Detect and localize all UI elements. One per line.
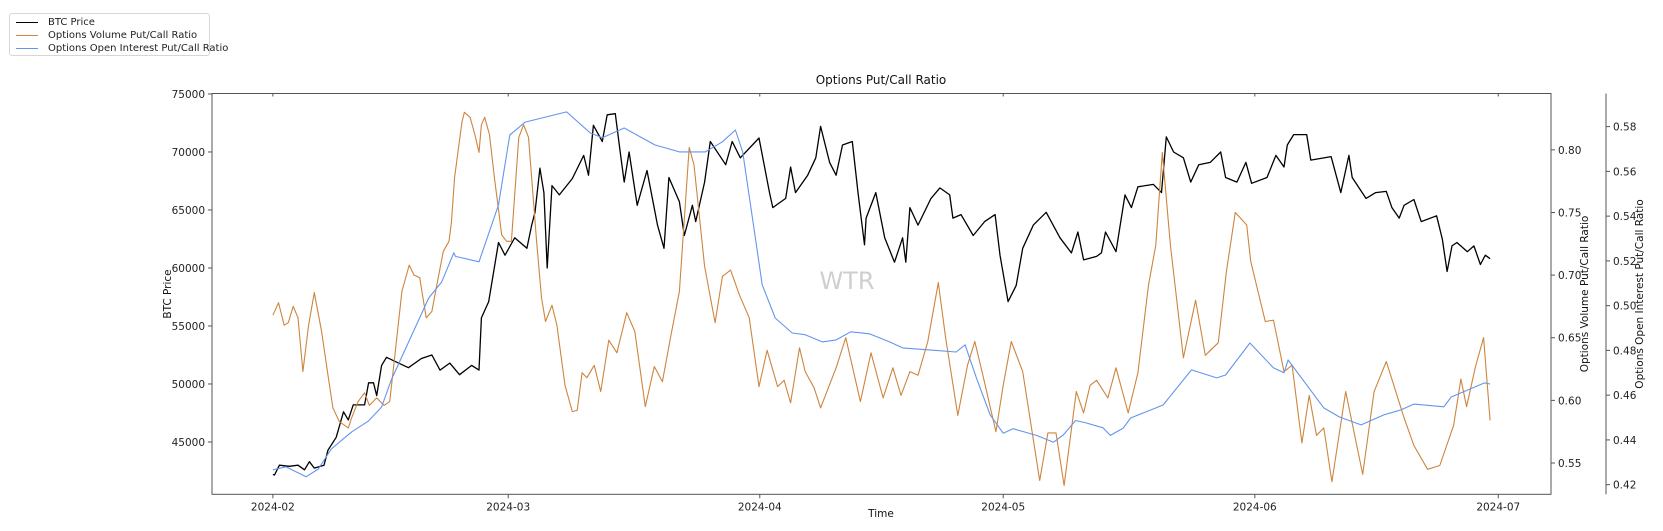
volume-ratio-tick-label: 0.70 xyxy=(1558,270,1581,282)
x-tick-label: 2024-03 xyxy=(486,501,530,513)
volume-ratio-axis-label: Options Volume Put/Call Ratio xyxy=(1579,216,1591,373)
x-tick-label: 2024-04 xyxy=(738,501,782,513)
left-y-tick-label: 55000 xyxy=(172,321,205,333)
legend-label: Options Open Interest Put/Call Ratio xyxy=(48,43,229,54)
volume-ratio-tick-label: 0.80 xyxy=(1558,145,1581,157)
left-y-tick-label: 45000 xyxy=(172,437,205,449)
left-y-tick-label: 65000 xyxy=(172,205,205,217)
left-y-tick-label: 75000 xyxy=(172,89,205,101)
open-interest-ratio-axis-label: Options Open Interest Put/Call Ratio xyxy=(1634,199,1646,388)
open-interest-ratio-tick-label: 0.54 xyxy=(1613,211,1637,223)
x-axis-label: Time xyxy=(867,508,894,520)
volume-put-call-ratio-line xyxy=(272,111,1491,487)
open-interest-ratio-tick-label: 0.50 xyxy=(1613,301,1636,313)
volume-ratio-tick-label: 0.65 xyxy=(1558,333,1581,345)
legend: BTC Price Options Volume Put/Call Ratio … xyxy=(9,13,228,56)
plot-area xyxy=(272,111,1491,487)
volume-ratio-tick-label: 0.55 xyxy=(1558,458,1581,470)
left-y-tick-label: 70000 xyxy=(172,147,205,159)
legend-swatch xyxy=(16,22,38,23)
open-interest-ratio-tick-label: 0.48 xyxy=(1613,345,1636,357)
open-interest-ratio-tick-label: 0.42 xyxy=(1613,480,1636,492)
open-interest-ratio-tick-label: 0.58 xyxy=(1613,122,1636,134)
left-y-tick-label: 50000 xyxy=(172,379,205,391)
btc-price-line xyxy=(272,113,1491,476)
legend-swatch xyxy=(16,48,38,49)
open-interest-ratio-tick-label: 0.46 xyxy=(1613,390,1637,402)
left-y-axis-label: BTC Price xyxy=(162,269,174,318)
plot-frame xyxy=(211,93,1552,495)
x-tick-label: 2024-06 xyxy=(1233,501,1277,513)
watermark: WTR xyxy=(819,267,874,295)
x-tick-label: 2024-02 xyxy=(251,501,295,513)
x-tick-label: 2024-07 xyxy=(1476,501,1520,513)
open-interest-ratio-tick-label: 0.52 xyxy=(1613,256,1636,268)
legend-label: BTC Price xyxy=(48,17,95,28)
volume-ratio-tick-label: 0.60 xyxy=(1558,395,1581,407)
left-y-tick-label: 60000 xyxy=(172,263,205,275)
legend-swatch xyxy=(16,35,38,36)
volume-ratio-tick-label: 0.75 xyxy=(1558,207,1581,219)
open-interest-ratio-tick-label: 0.56 xyxy=(1613,166,1637,178)
open-interest-put-call-ratio-line xyxy=(272,111,1491,478)
legend-item-volume-ratio: Options Volume Put/Call Ratio xyxy=(16,29,203,42)
legend-item-open-interest-ratio: Options Open Interest Put/Call Ratio xyxy=(16,42,228,55)
chart-title: Options Put/Call Ratio xyxy=(816,73,947,87)
x-tick-label: 2024-05 xyxy=(981,501,1025,513)
legend-label: Options Volume Put/Call Ratio xyxy=(48,30,198,41)
open-interest-ratio-tick-label: 0.44 xyxy=(1613,435,1637,447)
axes: 2024-02 2024-03 2024-04 2024-05 2024-06 2024-… xyxy=(172,89,1637,513)
legend-item-btc-price: BTC Price xyxy=(16,16,203,29)
